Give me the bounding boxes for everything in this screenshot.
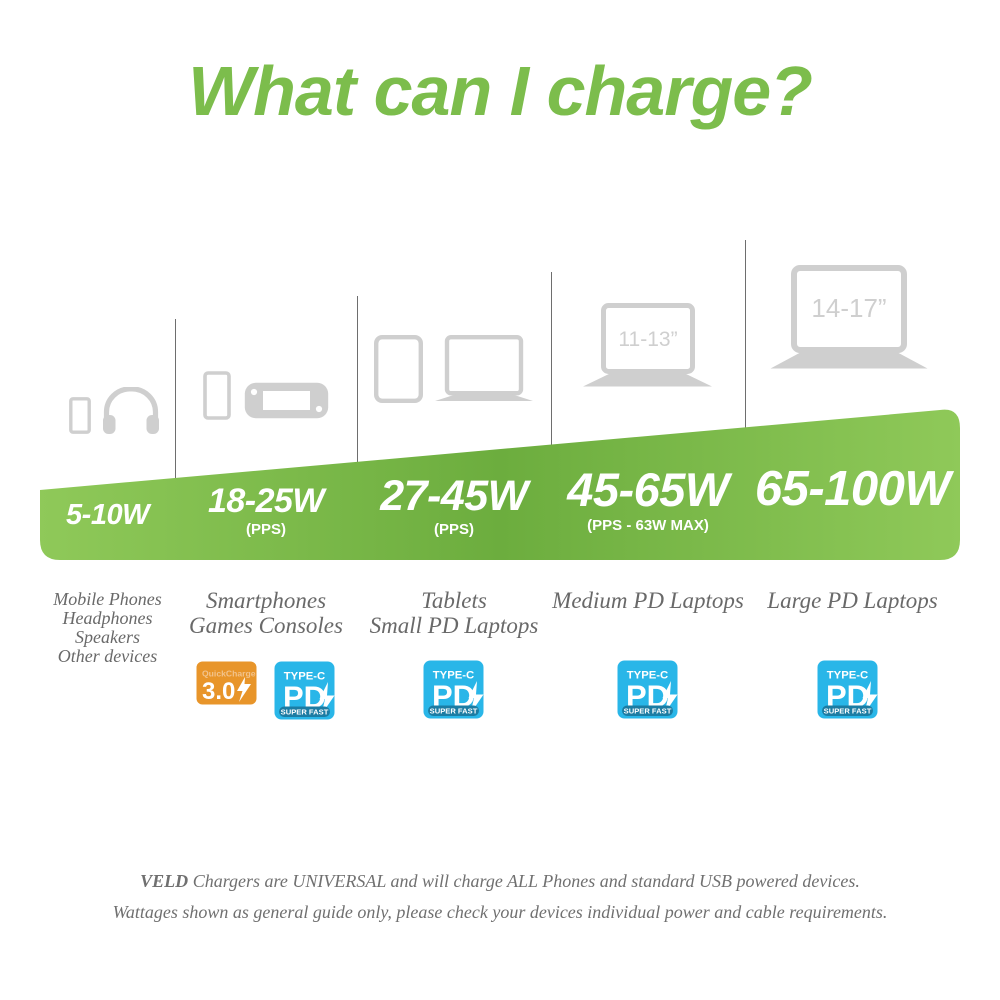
svg-text:14-17”: 14-17” — [811, 293, 886, 323]
svg-text:QuickCharge: QuickCharge — [202, 669, 256, 679]
svg-text:SUPER FAST: SUPER FAST — [624, 706, 672, 715]
svg-text:SUPER FAST: SUPER FAST — [281, 707, 329, 716]
svg-text:SUPER FAST: SUPER FAST — [430, 706, 478, 715]
svg-text:SUPER FAST: SUPER FAST — [824, 706, 872, 715]
svg-text:3.0: 3.0 — [202, 678, 235, 705]
svg-text:11-13”: 11-13” — [618, 328, 677, 351]
